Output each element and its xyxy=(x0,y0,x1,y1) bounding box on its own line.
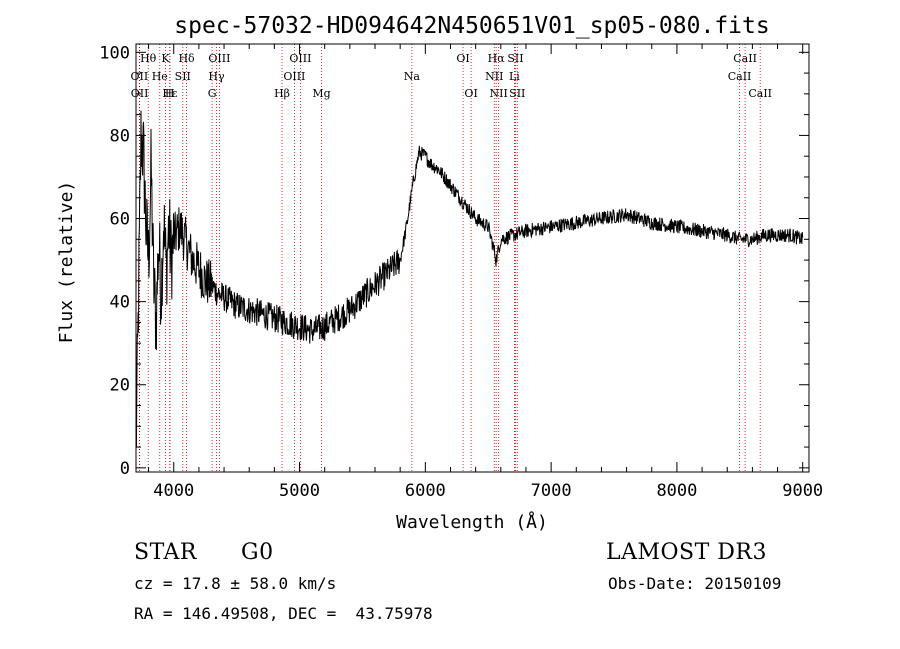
line-marker-label: Hα xyxy=(488,52,506,65)
y-tick-label: 20 xyxy=(110,376,130,396)
line-marker-label: OI xyxy=(464,87,477,100)
line-marker-label: Hε xyxy=(162,87,178,100)
y-tick-label: 0 xyxy=(120,459,130,479)
x-tick-label: 8000 xyxy=(656,481,697,501)
x-axis: 4000 5000 6000 7000 8000 9000 xyxy=(148,44,823,501)
line-marker-label: OIII xyxy=(289,52,311,65)
survey-name: LAMOST DR3 xyxy=(606,540,767,565)
line-marker-label: OIII xyxy=(208,52,230,65)
line-marker-label: H xyxy=(165,87,175,100)
line-marker-label: Hθ xyxy=(140,52,157,65)
y-tick-label: 100 xyxy=(99,43,130,63)
plot-frame xyxy=(135,43,810,473)
object-subclass: G0 xyxy=(241,540,274,565)
y-axis-label: Flux (relative) xyxy=(56,181,77,344)
x-tick-label: 5000 xyxy=(279,481,320,501)
line-marker-label: SII xyxy=(175,70,191,83)
line-marker-label: Na xyxy=(404,70,421,83)
line-marker-label: SII xyxy=(509,87,525,100)
redshift-info: cz = 17.8 ± 58.0 km/s xyxy=(134,574,337,593)
object-class: STAR xyxy=(134,540,197,565)
x-tick-label: 9000 xyxy=(782,481,823,501)
line-marker-label: OI xyxy=(456,52,469,65)
x-tick-label: 4000 xyxy=(153,481,194,501)
line-marker-label: Hγ xyxy=(208,70,225,83)
line-marker-label: Hβ xyxy=(274,87,290,100)
line-marker-label: OIII xyxy=(283,70,305,83)
line-marker-label: SII xyxy=(507,52,523,65)
line-marker-label: NII xyxy=(485,70,503,83)
x-tick-label: 6000 xyxy=(405,481,446,501)
line-marker-label: He xyxy=(152,70,168,83)
line-marker-label: CaII xyxy=(728,70,752,83)
line-marker-label: NII xyxy=(490,87,508,100)
obs-date: Obs-Date: 20150109 xyxy=(608,574,782,593)
line-marker-label: Li xyxy=(509,70,520,83)
line-marker-label: CaII xyxy=(748,87,772,100)
line-marker-label: Hδ xyxy=(178,52,195,65)
y-tick-label: 40 xyxy=(110,293,130,313)
y-tick-label: 80 xyxy=(110,126,130,146)
line-marker-label: K xyxy=(161,52,170,65)
line-marker-label: CaII xyxy=(733,52,757,65)
coordinates: RA = 146.49508, DEC = 43.75978 xyxy=(134,604,433,623)
line-marker-label: Mg xyxy=(312,87,330,100)
y-tick-label: 60 xyxy=(110,210,130,230)
spectrum-line xyxy=(135,110,804,448)
chart-title: spec-57032-HD094642N450651V01_sp05-080.f… xyxy=(174,13,769,39)
line-marker-label: OII xyxy=(131,70,149,83)
x-tick-label: 7000 xyxy=(531,481,572,501)
x-axis-label: Wavelength (Å) xyxy=(396,511,548,533)
line-marker-label: G xyxy=(208,87,217,100)
y-axis: 0 20 40 60 80 100 xyxy=(99,43,809,479)
